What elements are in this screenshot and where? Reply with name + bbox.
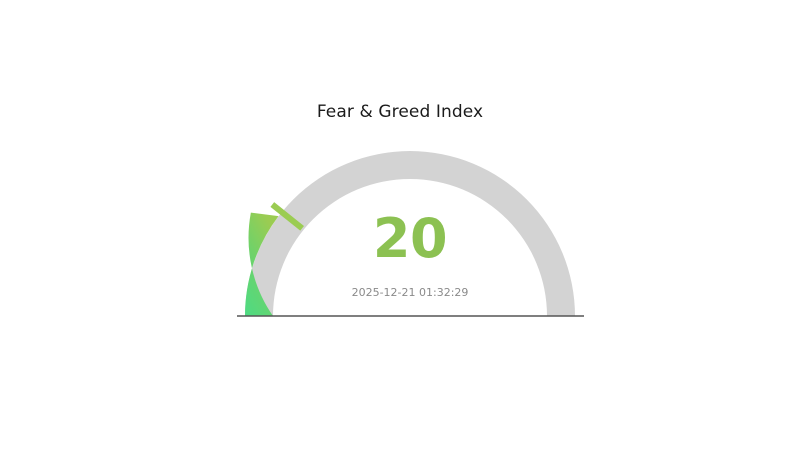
gauge-value-label: 20 [372, 207, 448, 270]
gauge-track-arc [245, 151, 575, 316]
gauge-timestamp-label: 2025-12-21 01:32:29 [351, 286, 469, 299]
gauge-value-tick-icon [270, 202, 304, 231]
gauge-progress-arc [244, 212, 279, 316]
page-title: Fear & Greed Index [316, 102, 484, 122]
